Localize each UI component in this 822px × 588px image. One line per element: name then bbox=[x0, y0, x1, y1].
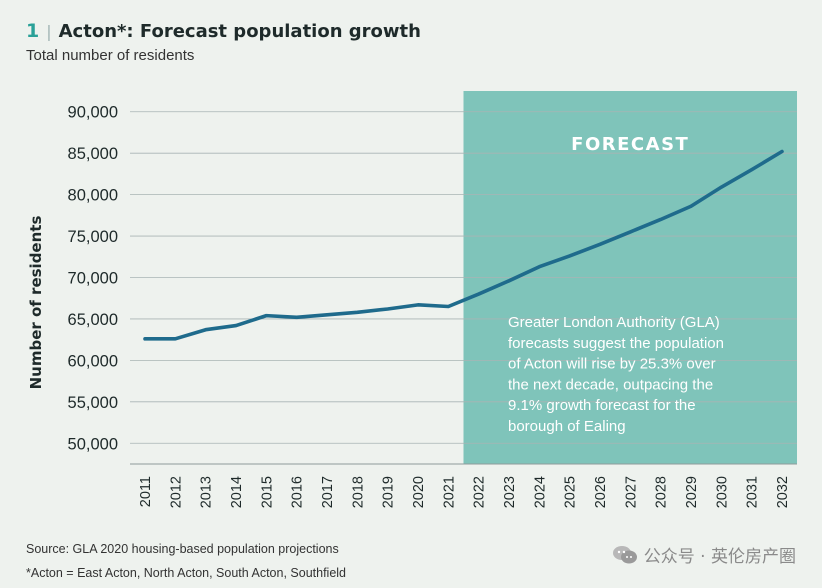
data-point bbox=[446, 305, 450, 309]
data-point bbox=[355, 310, 359, 314]
annotation-line: Greater London Authority (GLA) bbox=[508, 314, 720, 331]
data-point bbox=[173, 337, 177, 341]
x-tick-label: 2024 bbox=[532, 476, 548, 508]
x-tick-label: 2029 bbox=[684, 476, 700, 508]
annotation-line: of Acton will rise by 25.3% over bbox=[508, 356, 716, 373]
x-tick-label: 2023 bbox=[502, 476, 518, 508]
data-point bbox=[143, 337, 147, 341]
x-tick-label: 2014 bbox=[229, 476, 245, 508]
data-point bbox=[416, 303, 420, 307]
annotation-line: borough of Ealing bbox=[508, 418, 626, 435]
data-point bbox=[719, 185, 723, 189]
y-axis-title: Number of residents bbox=[27, 216, 45, 390]
x-tick-label: 2017 bbox=[320, 476, 336, 508]
x-tick-label: 2021 bbox=[441, 476, 457, 508]
y-tick-label: 50,000 bbox=[68, 435, 118, 453]
data-point bbox=[628, 230, 632, 234]
x-tick-label: 2030 bbox=[714, 476, 730, 508]
chart-header: 1 | Acton*: Forecast population growth bbox=[26, 20, 421, 42]
x-tick-label: 2018 bbox=[350, 476, 366, 508]
watermark: 公众号 · 英伦房产圈 bbox=[612, 542, 796, 567]
data-point bbox=[598, 242, 602, 246]
data-point bbox=[325, 313, 329, 317]
y-tick-label: 60,000 bbox=[68, 352, 118, 370]
title-divider: | bbox=[46, 21, 52, 41]
x-tick-label: 2028 bbox=[654, 476, 670, 508]
data-point bbox=[264, 314, 268, 318]
chart-subtitle: Total number of residents bbox=[26, 47, 195, 64]
x-tick-label: 2026 bbox=[593, 476, 609, 508]
annotation-line: the next decade, outpacing the bbox=[508, 376, 713, 393]
annotation-line: 9.1% growth forecast for the bbox=[508, 397, 696, 414]
data-point bbox=[234, 324, 238, 328]
x-tick-label: 2027 bbox=[623, 476, 639, 508]
footnote: *Acton = East Acton, North Acton, South … bbox=[26, 566, 346, 580]
data-point bbox=[780, 150, 784, 154]
chart-title: Acton*: Forecast population growth bbox=[58, 20, 421, 42]
data-point bbox=[386, 307, 390, 311]
x-tick-label: 2032 bbox=[775, 476, 791, 508]
annotation-line: forecasts suggest the population bbox=[508, 335, 724, 352]
data-point bbox=[295, 315, 299, 319]
y-tick-label: 85,000 bbox=[68, 145, 118, 163]
x-tick-label: 2013 bbox=[199, 476, 215, 508]
x-tick-label: 2012 bbox=[168, 476, 184, 508]
line-chart: 90,000 85,000 80,000 75,000 70,000 65,000 60,0… bbox=[27, 91, 797, 508]
y-tick-label: 65,000 bbox=[68, 311, 118, 329]
y-tick-label: 75,000 bbox=[68, 228, 118, 246]
data-point bbox=[477, 292, 481, 296]
data-point bbox=[568, 254, 572, 258]
data-point bbox=[537, 265, 541, 269]
series-line bbox=[143, 149, 784, 341]
x-tick-label: 2019 bbox=[381, 476, 397, 508]
x-tick-label: 2031 bbox=[745, 476, 761, 508]
forecast-label: FORECAST bbox=[571, 134, 689, 155]
figure-number: 1 bbox=[26, 20, 40, 42]
data-point bbox=[507, 279, 511, 283]
data-point bbox=[750, 168, 754, 172]
source-note: Source: GLA 2020 housing-based populatio… bbox=[26, 542, 339, 556]
x-tick-label: 2011 bbox=[138, 476, 154, 507]
watermark-text: 公众号 · 英伦房产圈 bbox=[643, 547, 796, 567]
y-tick-label: 80,000 bbox=[68, 187, 118, 205]
x-tick-label: 2022 bbox=[472, 476, 488, 508]
y-tick-label: 55,000 bbox=[68, 394, 118, 412]
data-point bbox=[689, 204, 693, 208]
wechat-icon bbox=[612, 545, 637, 563]
y-tick-label: 70,000 bbox=[68, 270, 118, 288]
x-tick-label: 2015 bbox=[259, 476, 275, 508]
x-tick-label: 2025 bbox=[563, 476, 579, 508]
x-tick-label: 2020 bbox=[411, 476, 427, 508]
data-point bbox=[659, 217, 663, 221]
y-tick-label: 90,000 bbox=[68, 104, 118, 122]
data-point bbox=[204, 328, 208, 332]
x-tick-label: 2016 bbox=[290, 476, 306, 508]
